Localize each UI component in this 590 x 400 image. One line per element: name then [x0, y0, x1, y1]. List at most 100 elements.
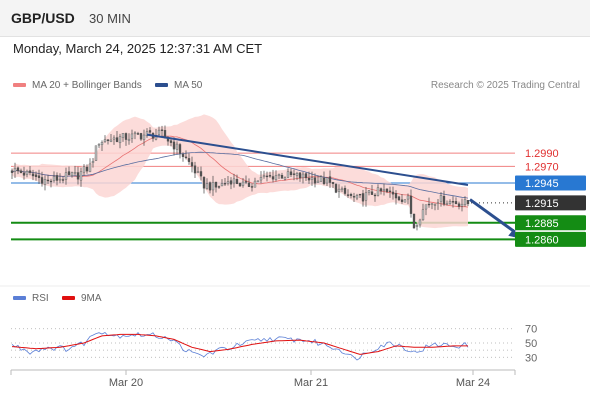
candle-body-126	[388, 190, 392, 193]
candle-body-36	[118, 136, 122, 144]
candle-body-35	[115, 137, 119, 142]
legend-ma50-swatch	[155, 83, 168, 88]
candle-body-37	[121, 133, 125, 138]
candle-body-150	[460, 203, 464, 207]
candle-body-16	[58, 178, 62, 181]
candle-body-137	[421, 209, 425, 221]
price-level-tag-4	[515, 215, 586, 231]
legend-ma20-label: MA 20 + Bollinger Bands	[32, 80, 142, 91]
timeframe-label[interactable]: 30 MIN	[89, 11, 131, 26]
candle-body-94	[292, 173, 296, 175]
candle-body-64	[202, 177, 206, 189]
price-level-tag-5	[515, 231, 586, 247]
candle-body-26	[88, 163, 92, 172]
candle-body-76	[238, 183, 242, 187]
candle-body-13	[49, 180, 53, 183]
candle-body-101	[313, 177, 317, 184]
candle-body-142	[436, 202, 440, 204]
candle-body-77	[241, 181, 245, 186]
candle-body-49	[157, 129, 161, 135]
candle-body-129	[397, 196, 401, 201]
candle-body-25	[85, 166, 89, 172]
candle-body-70	[220, 183, 224, 187]
candle-body-115	[355, 195, 359, 199]
candle-body-102	[316, 180, 320, 183]
candle-body-109	[337, 188, 341, 192]
candle-body-125	[385, 188, 389, 192]
candle-body-95	[295, 173, 299, 176]
candle-body-58	[184, 156, 188, 159]
candle-body-116	[358, 193, 362, 196]
candle-body-46	[148, 130, 152, 133]
candle-body-145	[445, 203, 449, 205]
candle-body-7	[31, 173, 35, 177]
candle-body-87	[271, 176, 275, 180]
candle-body-85	[265, 175, 269, 178]
candle-body-72	[226, 181, 230, 184]
candle-body-68	[214, 181, 218, 188]
x-tick-label-1: Mar 21	[294, 377, 328, 389]
candle-body-57	[181, 154, 185, 157]
candle-body-136	[418, 219, 422, 226]
candle-body-131	[403, 199, 407, 203]
bollinger-band-fill	[12, 114, 468, 229]
candle-body-122	[376, 187, 380, 196]
candle-body-119	[367, 190, 371, 193]
candle-body-88	[274, 175, 278, 180]
candle-body-14	[52, 176, 56, 181]
candle-body-86	[268, 175, 272, 177]
candle-body-130	[400, 199, 404, 202]
candle-body-108	[334, 184, 338, 193]
price-level-tag-2	[515, 175, 586, 191]
candle-body-10	[40, 177, 44, 184]
candle-body-9	[37, 175, 41, 178]
candle-body-55	[175, 143, 179, 150]
price-level-label-2: 1.2945	[525, 178, 559, 190]
candle-body-99	[307, 177, 311, 181]
candle-body-112	[346, 194, 350, 196]
candle-body-100	[310, 177, 314, 180]
candle-body-69	[217, 186, 221, 188]
candle-body-50	[160, 129, 164, 131]
price-level-label-1: 1.2970	[525, 161, 559, 173]
candle-body-92	[286, 171, 290, 178]
candle-body-80	[250, 186, 254, 188]
candle-body-82	[256, 180, 260, 182]
candle-body-65	[205, 183, 209, 189]
candle-body-43	[139, 133, 143, 140]
price-level-label-5: 1.2860	[525, 234, 559, 246]
candle-body-148	[454, 201, 458, 205]
candle-body-32	[106, 139, 110, 142]
candle-body-141	[433, 204, 437, 206]
candle-body-6	[28, 170, 32, 173]
candle-body-110	[340, 188, 344, 191]
symbol-title: GBP/USD	[11, 10, 75, 26]
candle-body-41	[133, 132, 137, 135]
price-level-tag-3	[515, 195, 586, 211]
legend-ma50: MA 50	[155, 80, 202, 91]
candle-body-133	[409, 195, 413, 214]
price-level-label-3: 1.2915	[525, 198, 559, 210]
candle-body-91	[283, 177, 287, 180]
chart-header: GBP/USD 30 MIN	[0, 0, 590, 37]
candle-body-8	[34, 174, 38, 177]
candle-body-56	[178, 144, 182, 154]
candle-body-96	[298, 172, 302, 179]
candle-body-0	[10, 170, 14, 173]
candle-body-138	[424, 204, 428, 210]
candle-body-2	[16, 167, 20, 172]
candle-body-113	[349, 194, 353, 196]
candle-body-53	[169, 140, 173, 143]
price-level-label-4: 1.2885	[525, 218, 559, 230]
candle-body-124	[382, 189, 386, 191]
legend-ma20-bollinger: MA 20 + Bollinger Bands	[13, 80, 142, 91]
candle-body-59	[187, 158, 191, 162]
copyright-text: Research © 2025 Trading Central	[430, 80, 580, 91]
candle-body-20	[70, 172, 74, 176]
candle-body-132	[406, 195, 410, 200]
candle-body-134	[412, 213, 416, 229]
price-level-label-0: 1.2990	[525, 148, 559, 160]
candle-body-139	[427, 203, 431, 206]
candle-body-104	[322, 177, 326, 185]
